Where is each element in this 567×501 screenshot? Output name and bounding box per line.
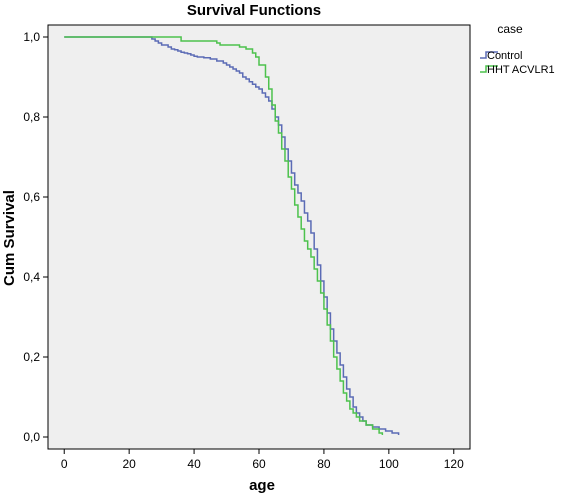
y-tick-label: 0,6 [23, 190, 40, 204]
x-tick-label: 20 [122, 457, 136, 471]
chart-title: Survival Functions [187, 2, 321, 19]
x-tick-label: 100 [379, 457, 399, 471]
x-tick-label: 0 [61, 457, 68, 471]
legend-symbol [480, 65, 498, 73]
y-tick-label: 0,8 [23, 110, 40, 124]
y-axis-ticks: 0,0 0,2 0,4 0,6 0,8 1,0 [23, 30, 48, 444]
legend-title: case [497, 22, 523, 36]
legend-label: HHT ACVLR1 [487, 64, 555, 76]
x-axis-ticks: 0 20 40 60 80 100 120 [61, 449, 464, 471]
series-group [64, 36, 400, 435]
legend-label: Control [487, 50, 522, 62]
x-tick-label: 120 [444, 457, 464, 471]
legend-symbol [480, 51, 498, 59]
y-tick-label: 0,2 [23, 350, 40, 364]
y-tick-label: 0,4 [23, 270, 40, 284]
plot-area [47, 24, 471, 450]
x-tick-label: 60 [252, 457, 266, 471]
x-tick-label: 80 [317, 457, 331, 471]
legend: case Control HHT ACVLR1 [480, 22, 555, 76]
y-tick-label: 1,0 [23, 30, 40, 44]
series-line-hht-acvlr1 [64, 36, 384, 435]
x-tick-label: 40 [187, 457, 201, 471]
y-tick-label: 0,0 [23, 430, 40, 444]
y-axis-title: Cum Survival [1, 190, 18, 286]
x-axis-title: age [249, 477, 275, 494]
legend-items: Control HHT ACVLR1 [480, 50, 555, 76]
series-line-control [64, 36, 400, 435]
